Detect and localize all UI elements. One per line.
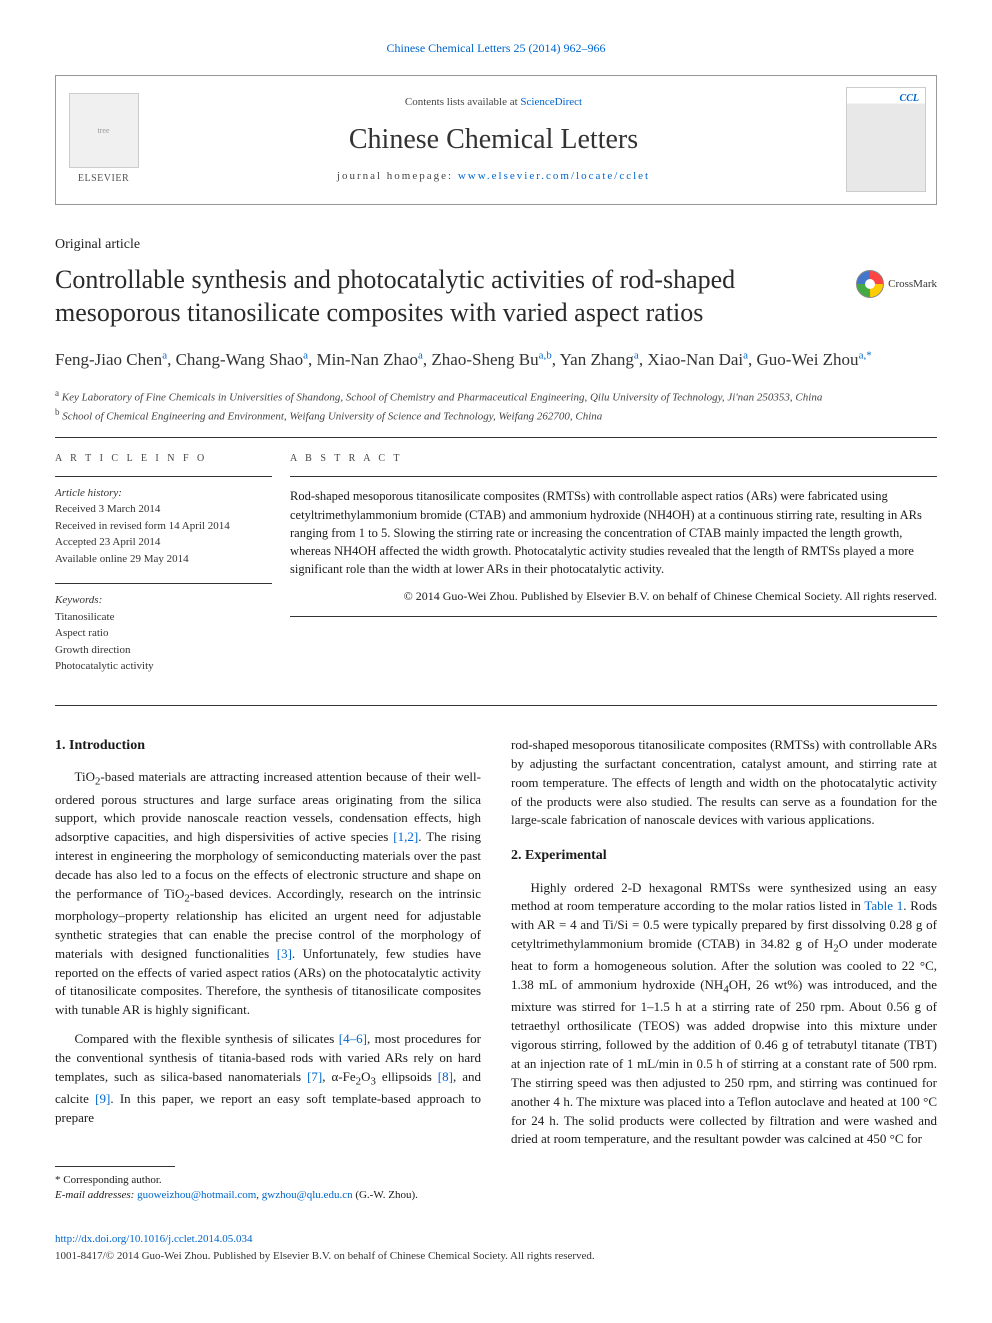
contents-text: Contents lists available at bbox=[405, 96, 520, 108]
keywords-label: Keywords: bbox=[55, 594, 102, 606]
citation-link[interactable]: Chinese Chemical Letters 25 (2014) 962–9… bbox=[387, 41, 606, 55]
author: Min-Nan Zhao bbox=[317, 350, 419, 369]
left-column: 1. Introduction TiO2-based materials are… bbox=[55, 736, 481, 1204]
body-paragraph: Highly ordered 2-D hexagonal RMTSs were … bbox=[511, 879, 937, 1150]
author-aff[interactable]: a,* bbox=[859, 350, 872, 362]
journal-homepage: journal homepage: www.elsevier.com/locat… bbox=[337, 169, 650, 184]
email-label: E-mail addresses: bbox=[55, 1189, 137, 1201]
author: Chang-Wang Shao bbox=[176, 350, 304, 369]
doi-link[interactable]: http://dx.doi.org/10.1016/j.cclet.2014.0… bbox=[55, 1232, 937, 1247]
ref-link[interactable]: [3] bbox=[277, 946, 292, 961]
history-item: Available online 29 May 2014 bbox=[55, 553, 189, 565]
ref-link[interactable]: [9] bbox=[95, 1091, 110, 1106]
info-heading: A R T I C L E I N F O bbox=[55, 452, 272, 466]
author: Zhao-Sheng Bu bbox=[431, 350, 538, 369]
publisher-label: ELSEVIER bbox=[78, 172, 129, 186]
email-link[interactable]: guoweizhou@hotmail.com bbox=[137, 1189, 256, 1201]
affiliation-text: Key Laboratory of Fine Chemicals in Univ… bbox=[62, 392, 823, 404]
ref-link[interactable]: [7] bbox=[307, 1069, 322, 1084]
keyword: Photocatalytic activity bbox=[55, 660, 154, 672]
body-paragraph: Compared with the flexible synthesis of … bbox=[55, 1030, 481, 1128]
title-row: Controllable synthesis and photocatalyti… bbox=[55, 264, 937, 329]
body-paragraph: rod-shaped mesoporous titanosilicate com… bbox=[511, 736, 937, 830]
citation-line: Chinese Chemical Letters 25 (2014) 962–9… bbox=[55, 40, 937, 57]
crossmark-icon bbox=[856, 270, 884, 298]
author: Xiao-Nan Dai bbox=[647, 350, 743, 369]
footer-copyright: 1001-8417/© 2014 Guo-Wei Zhou. Published… bbox=[55, 1249, 937, 1264]
article-history: Article history: Received 3 March 2014 R… bbox=[55, 485, 272, 568]
crossmark-widget[interactable]: CrossMark bbox=[856, 270, 937, 298]
body-paragraph: TiO2-based materials are attracting incr… bbox=[55, 768, 481, 1020]
masthead: tree ELSEVIER Contents lists available a… bbox=[55, 75, 937, 205]
author: Feng-Jiao Chen bbox=[55, 350, 162, 369]
article-type: Original article bbox=[55, 235, 937, 255]
history-item: Received in revised form 14 April 2014 bbox=[55, 520, 230, 532]
keyword: Titanosilicate bbox=[55, 611, 114, 623]
right-column: rod-shaped mesoporous titanosilicate com… bbox=[511, 736, 937, 1204]
journal-cover-icon bbox=[846, 87, 926, 192]
ref-link[interactable]: [4–6] bbox=[339, 1031, 367, 1046]
affiliation-a: a Key Laboratory of Fine Chemicals in Un… bbox=[55, 387, 937, 406]
author: Guo-Wei Zhou bbox=[757, 350, 859, 369]
abstract-text: Rod-shaped mesoporous titanosilicate com… bbox=[290, 487, 937, 578]
author-aff[interactable]: a bbox=[634, 350, 639, 362]
homepage-label: journal homepage: bbox=[337, 170, 458, 182]
info-abstract-block: A R T I C L E I N F O Article history: R… bbox=[55, 437, 937, 706]
affiliation-text: School of Chemical Engineering and Envir… bbox=[62, 411, 602, 423]
section-2-heading: 2. Experimental bbox=[511, 846, 937, 866]
masthead-center: Contents lists available at ScienceDirec… bbox=[151, 76, 836, 204]
email-link[interactable]: gwzhou@qlu.edu.cn bbox=[262, 1189, 353, 1201]
history-item: Accepted 23 April 2014 bbox=[55, 536, 160, 548]
author-aff[interactable]: a,b bbox=[539, 350, 552, 362]
abstract-copyright: © 2014 Guo-Wei Zhou. Published by Elsevi… bbox=[290, 588, 937, 605]
corr-label: * Corresponding author. bbox=[55, 1174, 162, 1186]
keyword: Growth direction bbox=[55, 644, 130, 656]
article-title: Controllable synthesis and photocatalyti… bbox=[55, 264, 836, 329]
history-label: Article history: bbox=[55, 487, 122, 499]
ref-link[interactable]: [8] bbox=[438, 1069, 453, 1084]
abstract: A B S T R A C T Rod-shaped mesoporous ti… bbox=[290, 438, 937, 705]
author-aff[interactable]: a bbox=[743, 350, 748, 362]
section-1-heading: 1. Introduction bbox=[55, 736, 481, 756]
crossmark-label: CrossMark bbox=[888, 277, 937, 292]
ref-link[interactable]: [1,2] bbox=[393, 829, 418, 844]
article-info: A R T I C L E I N F O Article history: R… bbox=[55, 438, 290, 705]
abstract-heading: A B S T R A C T bbox=[290, 452, 937, 467]
contents-available: Contents lists available at ScienceDirec… bbox=[405, 95, 582, 110]
keywords-block: Keywords: Titanosilicate Aspect ratio Gr… bbox=[55, 592, 272, 675]
body-columns: 1. Introduction TiO2-based materials are… bbox=[55, 736, 937, 1204]
publisher-block: tree ELSEVIER bbox=[56, 76, 151, 204]
sciencedirect-link[interactable]: ScienceDirect bbox=[520, 96, 582, 108]
table-link[interactable]: Table 1 bbox=[864, 898, 903, 913]
keyword: Aspect ratio bbox=[55, 627, 108, 639]
author-list: Feng-Jiao Chena, Chang-Wang Shaoa, Min-N… bbox=[55, 347, 937, 373]
journal-name: Chinese Chemical Letters bbox=[349, 120, 638, 159]
doi-anchor[interactable]: http://dx.doi.org/10.1016/j.cclet.2014.0… bbox=[55, 1233, 252, 1245]
email-person: (G.-W. Zhou). bbox=[353, 1189, 418, 1201]
affiliations: a Key Laboratory of Fine Chemicals in Un… bbox=[55, 387, 937, 425]
author-aff[interactable]: a bbox=[162, 350, 167, 362]
cover-block bbox=[836, 76, 936, 204]
affiliation-b: b School of Chemical Engineering and Env… bbox=[55, 406, 937, 425]
author-aff[interactable]: a bbox=[303, 350, 308, 362]
elsevier-tree-icon: tree bbox=[69, 93, 139, 168]
homepage-link[interactable]: www.elsevier.com/locate/cclet bbox=[458, 170, 650, 182]
footnote-separator bbox=[55, 1166, 175, 1167]
history-item: Received 3 March 2014 bbox=[55, 503, 160, 515]
author: Yan Zhang bbox=[560, 350, 634, 369]
author-aff[interactable]: a bbox=[418, 350, 423, 362]
corresponding-author-note: * Corresponding author. E-mail addresses… bbox=[55, 1173, 481, 1204]
